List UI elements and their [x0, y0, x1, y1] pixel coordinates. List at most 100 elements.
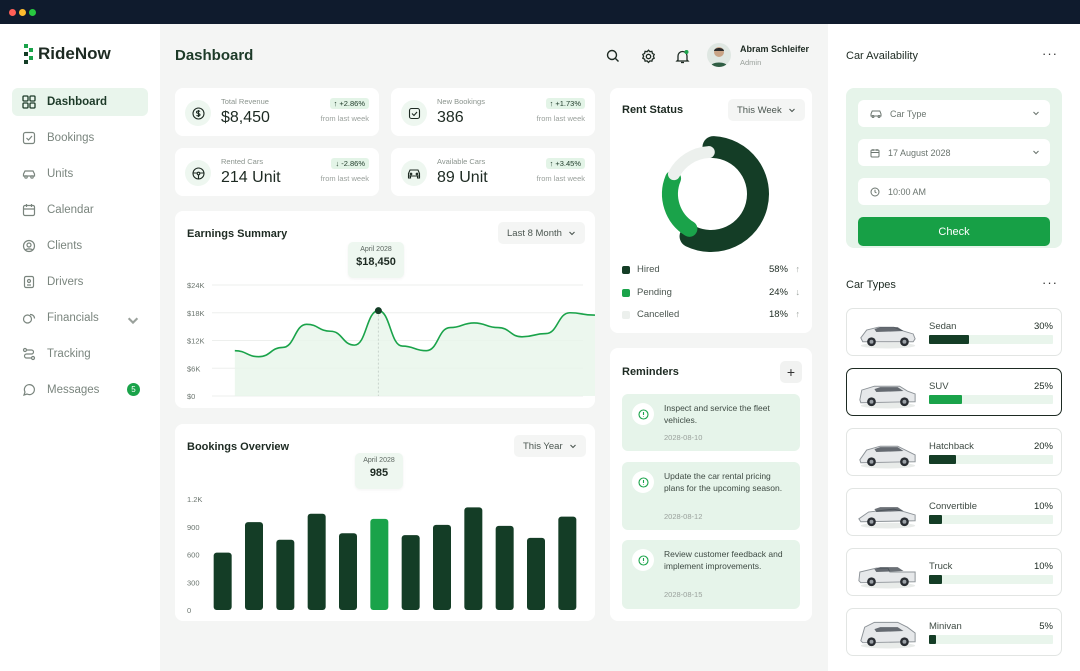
rem-icon-wrap — [632, 471, 654, 493]
reminder-item[interactable]: Update the car rental pricing plans for … — [622, 462, 800, 530]
notifications-button[interactable] — [671, 45, 693, 67]
car-type-card[interactable]: Sedan 30% — [846, 308, 1062, 356]
check-button[interactable]: Check — [858, 217, 1050, 246]
user-name: Abram Schleifer — [740, 44, 810, 54]
rent-status-donut-chart — [662, 136, 769, 252]
arrow-up-icon: ↑ — [333, 99, 338, 108]
logo[interactable]: RideNow — [24, 44, 111, 64]
car-image — [855, 375, 919, 416]
dropdown-value: This Year — [523, 440, 563, 452]
car-image-icon — [859, 445, 916, 469]
steering-wheel-icon — [191, 166, 205, 180]
car-type-name: Minivan — [929, 621, 962, 632]
bookings-tooltip: April 2028 985 — [355, 453, 403, 489]
stat-change: +2.86% — [339, 99, 365, 108]
stat-value: 214 Unit — [221, 169, 281, 186]
reminder-date: 2028-08-15 — [664, 590, 703, 599]
stat-card-total-revenue: Total Revenue $8,450 ↑ +2.86% from last w… — [175, 88, 379, 136]
sidebar-item-units[interactable]: Units — [12, 160, 148, 188]
rent-period-dropdown[interactable]: This Week — [728, 99, 805, 121]
y-tick-label: $0 — [187, 392, 195, 401]
tooltip-label: April 2028 — [363, 457, 395, 464]
bar — [276, 539, 295, 610]
stat-change-badge: ↓ -2.86% — [331, 158, 369, 169]
car-image-icon — [858, 567, 916, 589]
calendar-icon — [870, 148, 880, 157]
info-icon — [637, 408, 649, 420]
reminder-date: 2028-08-12 — [664, 512, 703, 521]
car-type-card[interactable]: Hatchback 20% — [846, 428, 1062, 476]
reminders-card: Reminders + Inspect and service the flee… — [610, 348, 812, 621]
sidebar-item-dashboard[interactable]: Dashboard — [12, 88, 148, 116]
car-type-percent: 25% — [1033, 381, 1053, 392]
arrow-up-icon: ↑ — [795, 264, 801, 274]
add-reminder-button[interactable]: + — [780, 361, 802, 383]
stat-period: from last week — [320, 174, 369, 183]
sidebar-item-messages[interactable]: Messages 5 — [12, 376, 148, 404]
sidebar-item-drivers[interactable]: Drivers — [12, 268, 148, 296]
bookings-period-dropdown[interactable]: This Year — [514, 435, 586, 457]
stat-card-available-cars: Available Cars 89 Unit ↑ +3.45% from last… — [391, 148, 595, 196]
bar — [401, 535, 420, 610]
y-tick-label: $12K — [187, 337, 205, 346]
bell-icon — [674, 49, 690, 63]
stat-icon-wrap — [401, 160, 427, 186]
chevron-down-icon — [1033, 150, 1039, 155]
minimize-window-dot[interactable] — [19, 9, 26, 16]
car-image — [855, 495, 919, 536]
car-type-progress-fill — [929, 635, 936, 644]
car-type-name: Hatchback — [929, 441, 974, 452]
search-button[interactable] — [602, 45, 624, 67]
earnings-period-dropdown[interactable]: Last 8 Month — [498, 222, 585, 244]
car-type-progress-fill — [929, 395, 963, 404]
car-image-icon — [859, 385, 916, 409]
sidebar-item-tracking[interactable]: Tracking — [12, 340, 148, 368]
calendar-icon — [22, 204, 36, 217]
user-icon — [22, 239, 36, 253]
car-type-card[interactable]: Convertible 10% — [846, 488, 1062, 536]
car-type-percent: 20% — [1033, 441, 1053, 452]
sidebar-item-clients[interactable]: Clients — [12, 232, 148, 260]
legend-swatch — [622, 289, 630, 297]
time-input[interactable]: 10:00 AM — [858, 178, 1050, 205]
y-tick-label: $24K — [187, 281, 205, 290]
more-options-icon[interactable]: ··· — [1042, 275, 1058, 290]
car-type-name: Truck — [929, 561, 953, 572]
chevron-down-icon[interactable] — [126, 313, 140, 327]
date-select[interactable]: 17 August 2028 — [858, 139, 1050, 166]
car-image — [855, 615, 919, 656]
donut-slice — [667, 146, 715, 181]
window-titlebar — [0, 0, 1080, 24]
date-value: 17 August 2028 — [888, 147, 951, 158]
sidebar-item-bookings[interactable]: Bookings — [12, 124, 148, 152]
car-type-card[interactable]: SUV 25% — [846, 368, 1062, 416]
rent-status-title: Rent Status — [622, 104, 684, 116]
maximize-window-dot[interactable] — [29, 9, 36, 16]
bar — [370, 518, 389, 610]
car-type-percent: 5% — [1039, 621, 1053, 632]
car-type-card[interactable]: Truck 10% — [846, 548, 1062, 596]
settings-button[interactable] — [637, 45, 659, 67]
car-image — [855, 435, 919, 476]
bar — [464, 507, 483, 610]
info-icon — [637, 476, 649, 488]
car-types-title: Car Types — [846, 279, 896, 291]
avatar[interactable] — [707, 43, 731, 67]
sidebar-item-calendar[interactable]: Calendar — [12, 196, 148, 224]
legend-name: Pending — [637, 287, 672, 298]
checklist-icon — [408, 107, 420, 119]
app-name: RideNow — [38, 44, 111, 63]
stat-value: $8,450 — [221, 109, 270, 126]
reminder-item[interactable]: Review customer feedback and implement i… — [622, 540, 800, 609]
car-type-select[interactable]: Car Type — [858, 100, 1050, 127]
stat-change: -2.86% — [341, 159, 365, 168]
car-type-card[interactable]: Minivan 5% — [846, 608, 1062, 656]
car-type-name: Convertible — [929, 501, 978, 512]
sidebar-item-financials[interactable]: Financials — [12, 304, 148, 332]
more-options-icon[interactable]: ··· — [1042, 46, 1058, 61]
reminder-item[interactable]: Inspect and service the fleet vehicles. … — [622, 394, 800, 451]
stat-label: New Bookings — [437, 97, 485, 106]
stat-value: 386 — [437, 109, 464, 126]
close-window-dot[interactable] — [9, 9, 16, 16]
coins-icon — [22, 313, 36, 324]
